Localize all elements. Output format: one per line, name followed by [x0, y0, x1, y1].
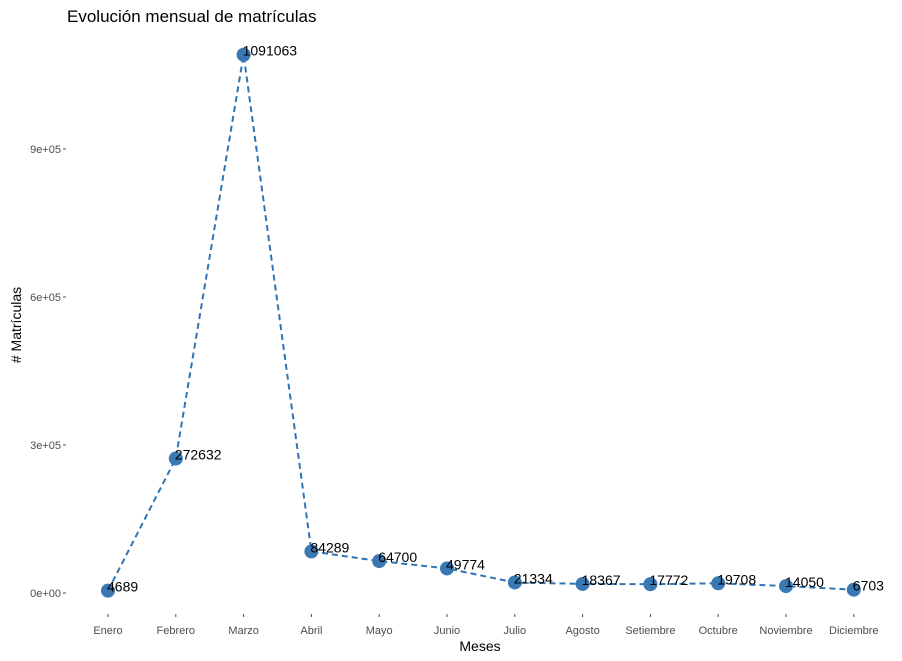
x-tick-label: Octubre	[699, 625, 738, 637]
data-point	[711, 576, 726, 591]
data-label: 6703	[853, 578, 884, 594]
x-tick-label: Febrero	[157, 625, 196, 637]
chart-title: Evolución mensual de matrículas	[67, 7, 316, 26]
data-point	[440, 561, 454, 576]
x-tick-label: Julio	[503, 625, 526, 637]
y-tick-label: 6e+05	[30, 292, 61, 304]
data-point	[372, 554, 387, 569]
data-labels: 4689 272632 1091063 84289 64700 49774 21334 183…	[107, 43, 884, 595]
data-point	[101, 583, 115, 598]
data-label: 4689	[107, 579, 138, 595]
y-axis: 0e+00 3e+05 6e+05 9e+05	[30, 144, 66, 600]
x-tick-label: Setiembre	[625, 625, 675, 637]
data-point	[575, 576, 590, 591]
x-axis: Enero Febrero Marzo Abril Mayo Junio Julio Agos…	[93, 614, 879, 637]
data-label: 272632	[175, 447, 222, 463]
data-label: 84289	[310, 539, 349, 555]
data-label: 18367	[582, 572, 621, 588]
x-tick-label: Mayo	[366, 625, 393, 637]
data-point	[168, 451, 183, 466]
data-label: 19708	[717, 571, 756, 587]
data-point	[846, 582, 861, 597]
y-tick-label: 3e+05	[30, 440, 61, 452]
x-tick-label: Enero	[93, 625, 122, 637]
x-axis-title: Meses	[459, 638, 500, 654]
data-label: 21334	[514, 570, 553, 586]
data-points	[101, 47, 861, 598]
x-tick-label: Noviembre	[759, 625, 812, 637]
y-tick-label: 9e+05	[30, 144, 61, 156]
x-tick-label: Diciembre	[829, 625, 879, 637]
data-point	[236, 47, 251, 62]
data-point	[507, 575, 522, 590]
data-label: 49774	[446, 556, 485, 572]
data-label: 14050	[785, 574, 824, 590]
data-point	[643, 577, 658, 592]
x-tick-label: Junio	[434, 625, 460, 637]
data-point	[304, 544, 319, 559]
data-label: 17772	[649, 572, 688, 588]
x-tick-label: Abril	[300, 625, 322, 637]
data-label: 64700	[378, 549, 417, 565]
x-tick-label: Agosto	[565, 625, 599, 637]
data-point	[779, 579, 793, 594]
data-label: 1091063	[243, 43, 298, 59]
series-line	[107, 54, 854, 592]
y-tick-label: 0e+00	[30, 588, 61, 600]
x-tick-label: Marzo	[228, 625, 259, 637]
y-axis-title: # Matrículas	[8, 287, 24, 363]
